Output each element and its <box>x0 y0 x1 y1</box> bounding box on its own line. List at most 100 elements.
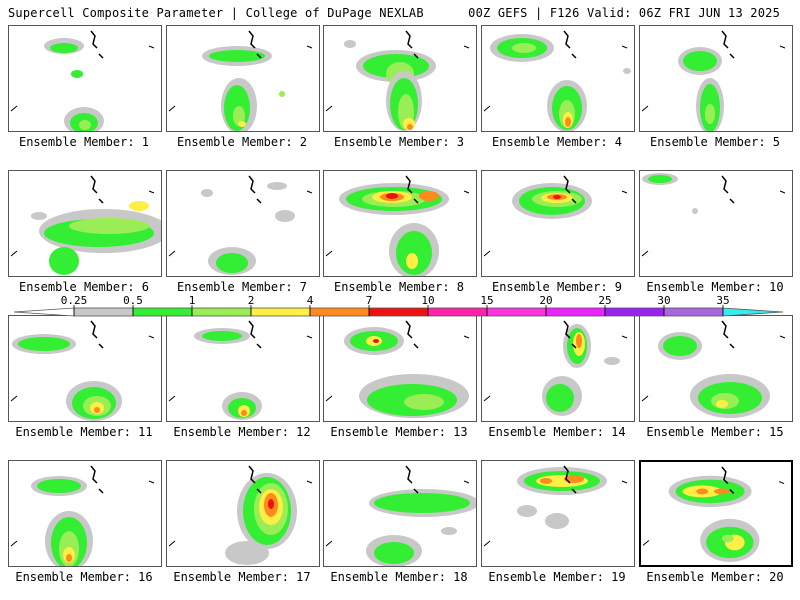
ensemble-member-panel-1[interactable] <box>8 25 162 132</box>
member-map-9 <box>483 175 628 257</box>
coastline-fragment <box>148 480 155 484</box>
coastline-fragment <box>306 480 313 484</box>
coastline-fragment <box>413 53 419 59</box>
ensemble-member-panel-12[interactable] <box>166 315 320 422</box>
ensemble-member-label-18: Ensemble Member: 18 <box>330 570 468 584</box>
coastline-fragment <box>405 320 413 339</box>
coastline-fragment <box>413 343 419 349</box>
scp-contour-yellow <box>406 253 418 269</box>
member-map-2 <box>168 30 313 131</box>
coastline-fragment <box>463 45 470 49</box>
coastline-fragment <box>248 175 256 194</box>
coastline-fragment <box>90 30 98 49</box>
ensemble-member-label-12: Ensemble Member: 12 <box>173 425 311 439</box>
member-map-10 <box>641 173 786 257</box>
scp-contour-green <box>209 50 265 62</box>
ensemble-member-label-16: Ensemble Member: 16 <box>15 570 153 584</box>
scp-contour-lightgreen <box>69 218 149 234</box>
scp-contour-lightgreen <box>404 394 444 410</box>
coastline-fragment <box>729 53 735 59</box>
legend-tick-label: 7 <box>366 295 373 307</box>
legend-tick-label: 0.25 <box>61 295 88 307</box>
coastline-fragment <box>563 175 571 194</box>
scp-contour-red <box>268 499 274 509</box>
coastline-fragment <box>721 320 729 339</box>
coastline-fragment <box>571 198 577 204</box>
ensemble-member-panel-2[interactable] <box>166 25 320 132</box>
ensemble-member-panel-8[interactable] <box>323 170 477 277</box>
coastline-fragment <box>463 190 470 194</box>
ensemble-member-panel-4[interactable] <box>481 25 635 132</box>
scp-contour-orange <box>241 410 247 416</box>
coastline-fragment <box>325 105 333 112</box>
ensemble-member-panel-6[interactable] <box>8 170 162 277</box>
legend-color-segment <box>545 307 606 317</box>
ensemble-member-label-3: Ensemble Member: 3 <box>333 135 465 149</box>
legend-arrow-low <box>13 307 75 317</box>
ensemble-member-panel-16[interactable] <box>8 460 162 567</box>
ensemble-member-panel-10[interactable] <box>639 170 793 277</box>
scp-contour-green <box>71 70 83 78</box>
scp-contour-gray <box>517 505 537 517</box>
scp-contour-yellow <box>129 201 149 211</box>
ensemble-member-label-13: Ensemble Member: 13 <box>330 425 468 439</box>
member-map-19 <box>483 465 628 547</box>
member-map-3 <box>325 30 470 131</box>
ensemble-member-panel-19[interactable] <box>481 460 635 567</box>
coastline-fragment <box>483 395 491 402</box>
coastline-fragment <box>325 250 333 257</box>
scp-contour-orange <box>94 407 100 413</box>
scp-contour-red <box>553 195 561 199</box>
scp-contour-green <box>216 253 248 273</box>
ensemble-member-panel-5[interactable] <box>639 25 793 132</box>
coastline-fragment <box>405 465 413 484</box>
coastline-fragment <box>483 540 491 547</box>
scp-contour-orange <box>696 488 709 495</box>
ensemble-member-label-17: Ensemble Member: 17 <box>173 570 311 584</box>
scp-contour-lightgreen <box>512 43 536 53</box>
scp-contour-gray <box>225 541 269 565</box>
member-map-6 <box>10 175 161 275</box>
scp-contour-red <box>386 193 398 199</box>
member-map-18 <box>325 465 476 566</box>
ensemble-member-panel-13[interactable] <box>323 315 477 422</box>
coastline-fragment <box>621 190 628 194</box>
ensemble-member-panel-9[interactable] <box>481 170 635 277</box>
ensemble-member-panel-14[interactable] <box>481 315 635 422</box>
coastline-fragment <box>168 105 176 112</box>
coastline-fragment <box>168 250 176 257</box>
ensemble-member-panel-15[interactable] <box>639 315 793 422</box>
legend-tick-label: 30 <box>657 295 670 307</box>
scp-contour-green <box>37 479 81 493</box>
scp-contour-green <box>546 384 574 412</box>
ensemble-member-panel-7[interactable] <box>166 170 320 277</box>
coastline-fragment <box>148 45 155 49</box>
coastline-fragment <box>306 45 313 49</box>
ensemble-member-label-19: Ensemble Member: 19 <box>488 570 626 584</box>
ensemble-member-label-20: Ensemble Member: 20 <box>646 570 784 584</box>
scp-contour-green <box>50 43 78 53</box>
scp-contour-green <box>683 51 717 71</box>
ensemble-member-panel-3[interactable] <box>323 25 477 132</box>
ensemble-member-panel-20[interactable] <box>639 460 793 567</box>
scp-contour-orange <box>66 554 72 562</box>
coastline-fragment <box>563 320 571 339</box>
scp-contour-gray <box>623 68 631 74</box>
ensemble-member-panel-17[interactable] <box>166 460 320 567</box>
color-scale-legend: 0.25 0.5 1 2 4 7 10 15 20 25 30 35 <box>13 295 784 317</box>
ensemble-member-panel-18[interactable] <box>323 460 477 567</box>
coastline-fragment <box>779 45 786 49</box>
legend-color-segment <box>427 307 488 317</box>
coastline-fragment <box>621 480 628 484</box>
coastline-fragment <box>563 30 571 49</box>
coastline-fragment <box>10 395 18 402</box>
coastline-fragment <box>463 335 470 339</box>
coastline-fragment <box>571 53 577 59</box>
coastline-fragment <box>256 198 262 204</box>
member-map-11 <box>10 320 155 421</box>
ensemble-member-panel-11[interactable] <box>8 315 162 422</box>
model-run-info: 00Z GEFS | F126 Valid: 06Z FRI JUN 13 20… <box>468 6 780 20</box>
scp-contour-gray <box>441 527 457 535</box>
coastline-fragment <box>10 105 18 112</box>
scp-contour-orange <box>576 334 582 348</box>
